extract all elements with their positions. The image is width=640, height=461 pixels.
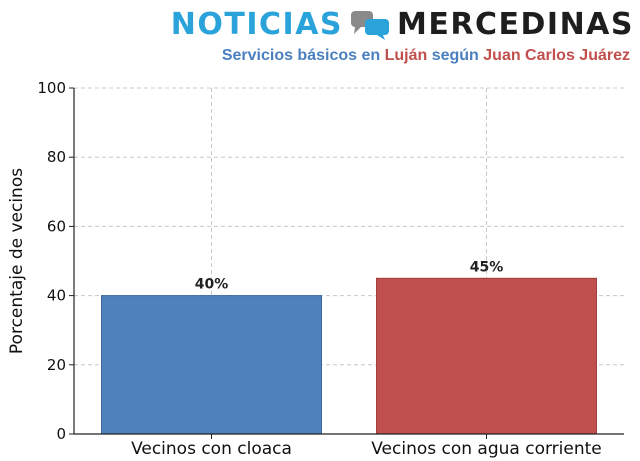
y-tick-label: 100 — [37, 79, 66, 97]
subtitle-author: Juan Carlos Juárez — [483, 47, 630, 64]
x-category-label: Vecinos con agua corriente — [371, 439, 602, 459]
y-tick-label: 80 — [47, 148, 66, 166]
subtitle-part: según — [427, 47, 484, 64]
brand-left-word: NOTICIAS — [170, 7, 344, 42]
y-tick-label: 60 — [47, 217, 66, 235]
subtitle: Servicios básicos en Luján según Juan Ca… — [222, 47, 630, 65]
y-axis-title: Porcentaje de vecinos — [7, 168, 27, 354]
bar — [376, 277, 597, 435]
x-category-label: Vecinos con cloaca — [131, 439, 292, 459]
subtitle-place: Luján — [384, 47, 428, 64]
bar — [101, 295, 322, 435]
labels: 40% 45% 0 20 40 60 80 100 Vecinos con cloaca Veci… — [37, 79, 601, 459]
y-tick-label: 40 — [47, 287, 66, 305]
brand-right-word: MERCEDINAS — [397, 7, 634, 42]
axes — [69, 87, 624, 439]
header: NOTICIAS MERCEDINAS Servicios básicos en… — [0, 0, 640, 72]
subtitle-part: Servicios básicos en — [221, 47, 385, 64]
chat-bubbles-icon — [351, 11, 390, 40]
bars — [101, 277, 597, 435]
bar-data-label: 45% — [470, 259, 504, 275]
y-tick-label: 0 — [56, 425, 66, 443]
brand-logo: NOTICIAS MERCEDINAS — [171, 6, 634, 44]
y-tick-label: 20 — [47, 356, 66, 374]
bar-data-label: 40% — [195, 277, 229, 293]
